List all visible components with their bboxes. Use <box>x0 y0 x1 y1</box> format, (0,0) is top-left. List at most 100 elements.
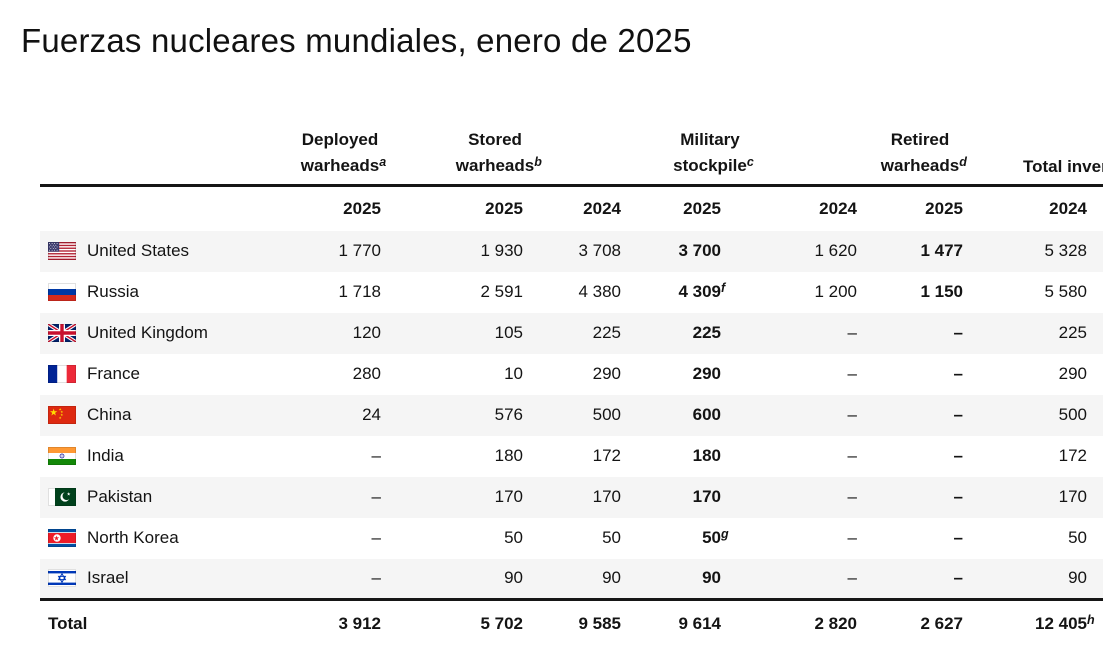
year-header-row: 2025 2025 2024 2025 2024 2025 2024 <box>40 186 1103 231</box>
value-cell: 290 <box>1058 364 1087 383</box>
country-name: Israel <box>87 568 129 588</box>
total-value-cell: 9 614 <box>635 598 735 645</box>
value-cell: 105 <box>494 323 523 342</box>
value-cell: 1 930 <box>480 241 523 260</box>
col-group-line2: Total inventory <box>1023 157 1103 176</box>
value-cell: 170 <box>494 487 523 506</box>
value-cell: – <box>847 405 857 424</box>
value-cell: 50 <box>1068 528 1087 547</box>
value-cell: – <box>847 323 857 342</box>
value-cell: 1 718 <box>338 282 381 301</box>
value-cell: – <box>847 364 857 383</box>
country-cell: United Kingdom <box>40 313 290 354</box>
clipped-cell <box>1101 231 1103 272</box>
value-cell: 5 580 <box>1044 282 1087 301</box>
value-cell: 50 <box>602 528 621 547</box>
value-cell: 225 <box>692 323 721 342</box>
value-cell: 1 200 <box>814 282 857 301</box>
value-cell: – <box>953 323 963 342</box>
year-header: 2024 <box>1049 198 1087 218</box>
value-cell: 500 <box>592 405 621 424</box>
country-name: North Korea <box>87 528 179 547</box>
value-cell: – <box>847 528 857 547</box>
value-cell: – <box>953 568 963 588</box>
value-cell: 1 620 <box>814 241 857 260</box>
country-cell: ★ ★ ★ ★ ★ China <box>40 395 290 436</box>
year-header: 2025 <box>683 198 721 218</box>
value-cell: 1 477 <box>920 241 963 260</box>
svg-text:★: ★ <box>60 410 63 414</box>
value-cell: – <box>371 446 381 465</box>
col-group-line1: Retired <box>890 130 950 149</box>
country-name: Pakistan <box>87 487 153 506</box>
value-cell: 90 <box>1068 568 1087 588</box>
value-cell: – <box>953 487 963 506</box>
india-flag-icon <box>48 447 76 465</box>
clipped-cell <box>1101 313 1103 354</box>
france-flag-icon <box>48 365 76 383</box>
value-cell: 500 <box>1058 405 1087 424</box>
value-cell: 24 <box>362 405 381 424</box>
value-cell: – <box>953 446 963 465</box>
clipped-cell <box>1101 598 1103 645</box>
country-name: United Kingdom <box>87 323 208 342</box>
value-cell: 172 <box>592 446 621 465</box>
value-cell: 290 <box>692 364 721 383</box>
row-total: Total 3 912 5 702 9 585 9 614 2 820 2 62… <box>40 598 1103 645</box>
total-value-cell: 2 627 <box>871 598 977 645</box>
country-header-blank <box>40 186 290 231</box>
pakistan-flag-icon: ★ <box>48 488 76 506</box>
value-cell: 172 <box>1058 446 1087 465</box>
year-header: 2025 <box>485 198 523 218</box>
col-group-retired-warheads: Retired warheadsd <box>881 122 967 180</box>
country-name: Russia <box>87 282 139 301</box>
united-states-flag-icon <box>48 242 76 260</box>
clipped-cell <box>1101 354 1103 395</box>
country-cell: United States <box>40 231 290 272</box>
clipped-cell <box>1101 436 1103 477</box>
total-value-cell: 9 585 <box>537 598 635 645</box>
col-group-line2: warheadsa <box>300 155 387 175</box>
value-cell: 170 <box>592 487 621 506</box>
value-cell: 170 <box>692 487 721 506</box>
year-header: 2024 <box>819 198 857 218</box>
israel-flag-icon <box>48 569 76 588</box>
svg-text:★: ★ <box>49 408 58 419</box>
page-title: Fuerzas nucleares mundiales, enero de 20… <box>21 22 692 59</box>
value-cell: 50g <box>702 527 729 547</box>
value-cell: 90 <box>602 568 621 588</box>
row-united-kingdom: United Kingdom 120 105 225 225 – – 225 <box>40 312 1103 354</box>
clipped-cell <box>1101 518 1103 559</box>
svg-text:★: ★ <box>67 492 71 498</box>
value-cell: – <box>953 405 963 424</box>
value-cell: 280 <box>352 364 381 383</box>
row-israel: Israel – 90 90 90 – – 90 <box>40 558 1103 600</box>
value-cell: 180 <box>494 446 523 465</box>
svg-text:★: ★ <box>53 535 59 543</box>
col-group-line1: Deployed <box>301 130 379 149</box>
russia-flag-icon <box>48 283 76 301</box>
value-cell: 4 380 <box>578 282 621 301</box>
clipped-cell <box>1101 272 1103 313</box>
value-cell: 1 770 <box>338 241 381 260</box>
value-cell: – <box>847 568 857 588</box>
col-group-line2: stockpilec <box>673 155 754 175</box>
value-cell: 120 <box>352 323 381 342</box>
year-header: 2025 <box>925 198 963 218</box>
svg-text:★: ★ <box>60 413 63 417</box>
value-cell: 290 <box>592 364 621 383</box>
total-value-cell: 2 820 <box>735 598 871 645</box>
country-name: France <box>87 364 140 383</box>
value-cell: – <box>371 528 381 547</box>
row-russia: Russia 1 718 2 591 4 380 4 309f 1 200 1 … <box>40 272 1103 313</box>
total-label: Total <box>40 598 290 645</box>
value-cell: 3 700 <box>678 241 721 260</box>
value-cell: – <box>953 364 963 383</box>
value-cell: 576 <box>494 405 523 424</box>
value-cell: – <box>847 446 857 465</box>
svg-text:★: ★ <box>59 407 62 411</box>
col-group-military-stockpile: Military stockpilec <box>673 122 754 180</box>
value-cell: 170 <box>1058 487 1087 506</box>
year-header: 2025 <box>343 198 381 218</box>
